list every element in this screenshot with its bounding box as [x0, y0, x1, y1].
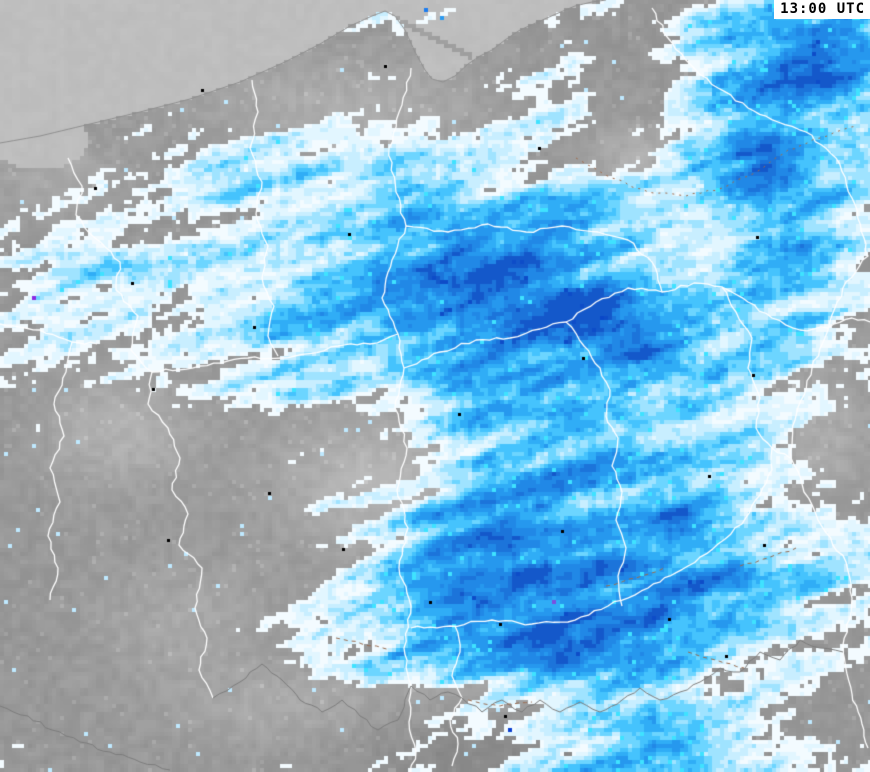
- timestamp-label: 13:00 UTC: [774, 0, 870, 19]
